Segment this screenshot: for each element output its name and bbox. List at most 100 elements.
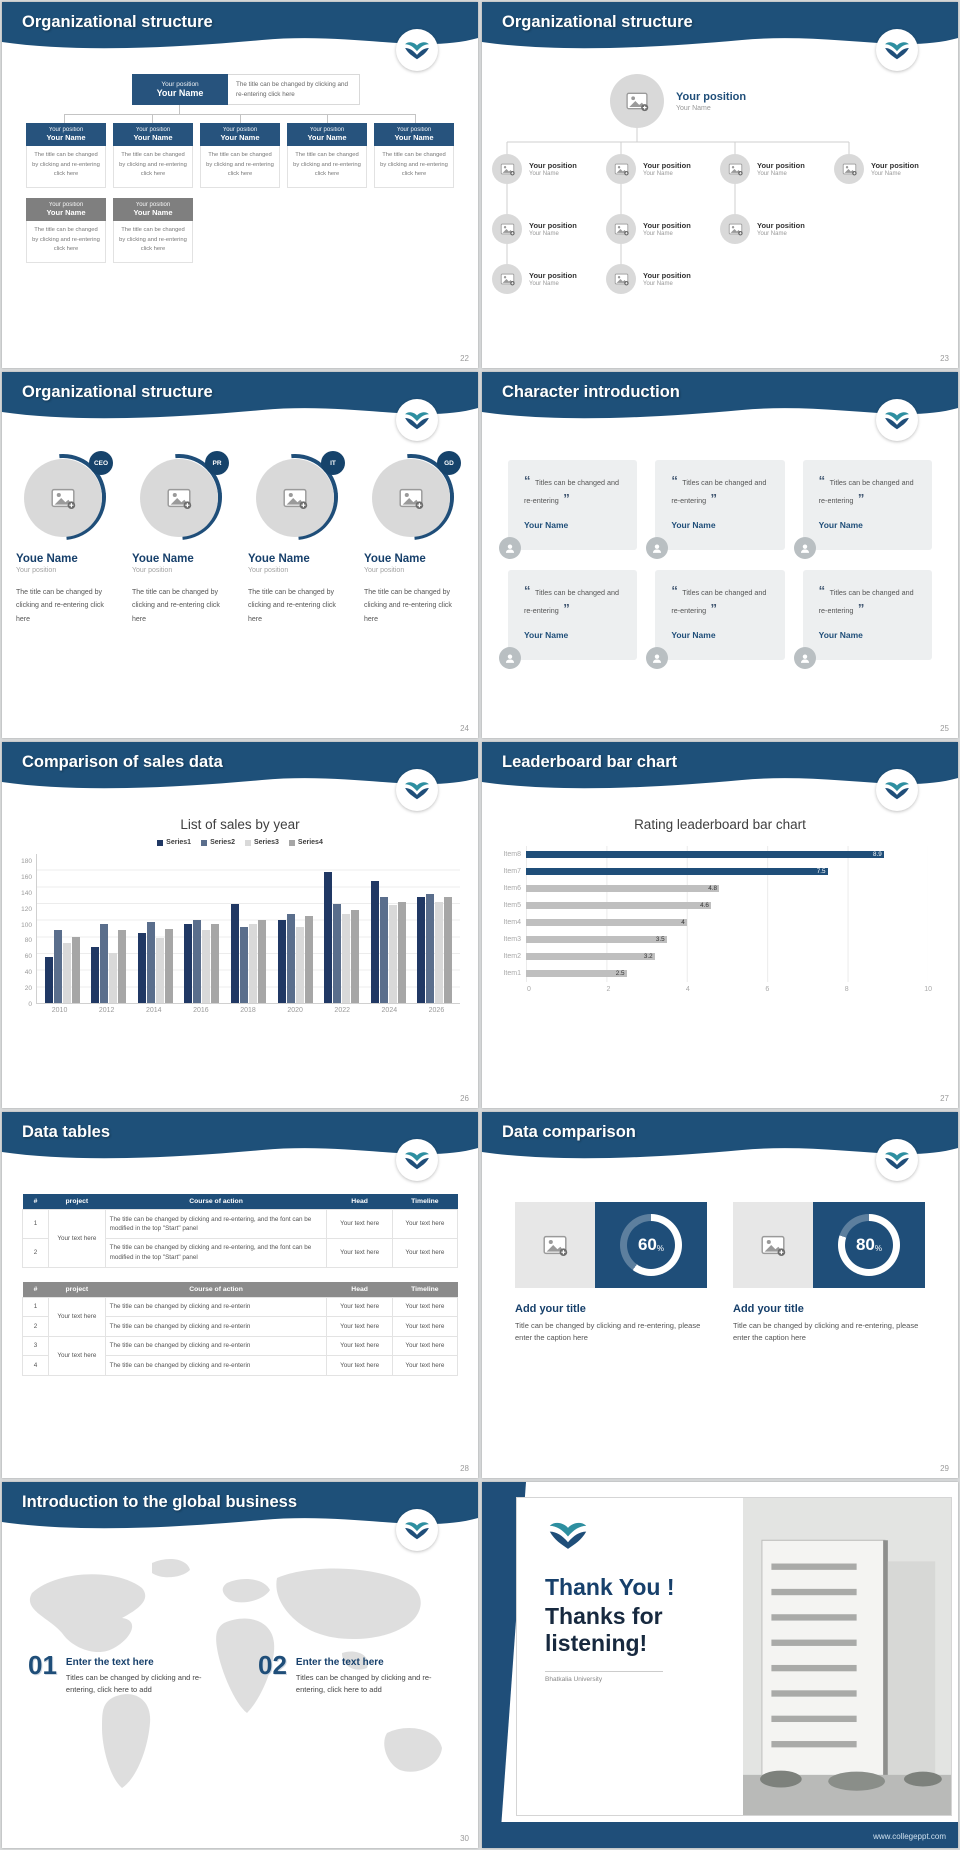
x-tick-label: 2022 [334,1007,350,1014]
page-number: 27 [940,1094,949,1103]
slide-title: Comparison of sales data [22,753,223,771]
slide-26-sales-comparison[interactable]: Comparison of sales data List of sales b… [2,742,478,1108]
leaderboard-row: Item3 3.5 [498,931,928,948]
slide-25-character-introduction[interactable]: Character introduction “ Titles can be c… [482,372,958,738]
quote-open-icon: “ [524,473,531,488]
x-tick-label: 4 [685,986,690,993]
team-member: GD Youe Name Your position The title can… [350,436,472,626]
quote-close-icon: ” [710,601,718,616]
quote-open-icon: “ [818,583,826,598]
quote-cards: “ Titles can be changed and re-entering … [482,438,958,669]
category-label: Item8 [503,851,521,858]
y-tick-label: 60 [24,953,32,961]
college-logo [876,399,918,441]
table-row: 3 Your text here The title can be change… [21,1335,459,1376]
header-wave [482,2,958,49]
bar-value: 7.5 [816,868,826,875]
slide-24-org-structure[interactable]: Organizational structure CEO Youe Name Y… [2,372,478,738]
numbered-item: 01 Enter the text here Titles can be cha… [28,1650,228,1697]
slide-29-data-comparison[interactable]: Data comparison 60% Add your title Title… [482,1112,958,1478]
avatar-placeholder [606,154,636,184]
slide-27-leaderboard[interactable]: Leaderboard bar chart Rating leaderboard… [482,742,958,1108]
card-heading: Add your title [733,1303,804,1315]
x-tick-label: 0 [527,986,531,993]
col-header: # [22,1281,49,1298]
college-logo [876,29,918,71]
bar [379,897,388,1003]
college-logo [396,769,438,811]
card-name: Your Name [524,630,569,640]
sales-chart-legend: Series1 Series2 Series3 Series4 [2,839,478,846]
table-row: 1 Your text here The title can be change… [21,1209,459,1268]
legend-label: Series1 [166,839,192,846]
x-tick-label: 2014 [145,1007,162,1014]
image-placeholder-icon [500,163,515,176]
slide-22-org-structure[interactable]: Organizational structure Your position Y… [2,2,478,368]
avatar-placeholder [256,459,334,537]
leaderboard-chart-rows: Item8 8.9 Item7 7.5 Item6 4.8 Item5 4.6 Item4 4 It… [498,846,928,982]
legend-swatch [157,839,164,846]
bar [426,893,435,1003]
bar [342,913,351,1003]
x-tick-label: 2024 [381,1007,398,1014]
person-avatar [499,647,521,669]
slide-23-org-structure[interactable]: Organizational structure Your position Y… [482,2,958,368]
y-tick-label: 0 [28,1000,32,1008]
slide-thank-you[interactable]: Thank You ! Thanks for listening! Bhatka… [482,1482,958,1848]
bar [324,872,333,1003]
quote-open-icon: “ [671,473,678,488]
x-tick-label: 6 [765,986,770,993]
leaderboard-row: Item2 3.2 [498,948,928,965]
col-header: project [48,1194,106,1210]
image-placeholder-icon [761,1235,786,1257]
bar [91,946,100,1003]
table-row: 2 The title can be changed by clicking a… [21,1316,459,1337]
bar: 3.5 [526,935,667,944]
slide-28-data-tables[interactable]: Data tables # project Course of action H… [2,1112,478,1478]
role-badge: GD [437,451,461,475]
role-badge: PR [205,451,229,475]
member-position: Your position [132,567,173,574]
member-name: Youe Name [364,553,426,565]
member-name: Youe Name [248,553,310,565]
col-header: Course of action [105,1194,327,1210]
bar [155,938,164,1003]
x-tick-label: 10 [924,986,932,993]
image-placeholder-icon [543,1235,568,1257]
bar [239,926,248,1003]
y-tick-label: 120 [21,905,32,913]
quote-card: “ Titles can be changed and re-entering … [646,570,785,669]
avatar-placeholder [720,154,750,184]
person-icon [800,543,809,553]
slide-header: Organizational structure [482,2,958,71]
org-caption: The title can be changed by clicking and… [113,221,193,263]
header-wave [2,742,478,789]
avatar-placeholder [720,214,750,244]
org-root-row: Your position Your Name The title can be… [132,74,458,105]
category-label: Item5 [503,902,521,909]
image-placeholder-icon [626,92,649,112]
bar [248,924,257,1003]
org-unit: Your position Your Name The title can be … [374,123,454,188]
bar [100,924,109,1003]
role-badge: CEO [89,451,113,475]
slide-30-global-business[interactable]: Introduction to the global business 0 [2,1482,478,1848]
bar-track: 2.5 [526,965,928,982]
slide-title: Introduction to the global business [22,1493,297,1511]
org-root-node: Your position Your Name [610,74,746,128]
bar [211,924,220,1003]
member-position: Your position [248,567,289,574]
org-caption: The title can be changed by clicking and… [200,146,280,188]
header-wave [2,1482,478,1529]
leaderboard-row: Item5 4.6 [498,897,928,914]
org-node: Your position Your Name [606,264,720,294]
x-tick-label: 2026 [428,1007,445,1014]
thanks-subtitle: Thanks for listening! [545,1603,663,1656]
connector-stub [179,105,180,114]
x-tick-label: 2012 [98,1007,115,1014]
image-placeholder-icon [842,163,857,176]
team-member: IT Youe Name Your position The title can… [234,436,356,626]
avatar-placeholder [492,154,522,184]
page-number: 22 [460,354,469,363]
